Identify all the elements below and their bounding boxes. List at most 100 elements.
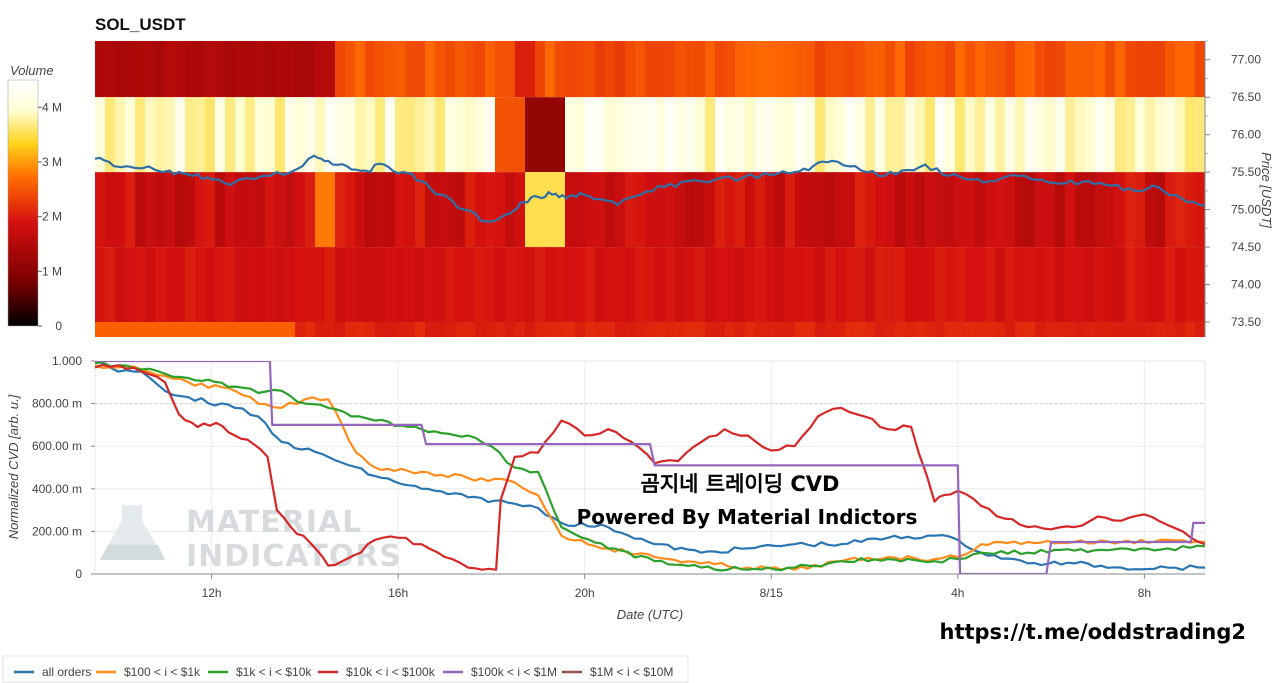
heatmap-cell	[215, 97, 226, 173]
heatmap-cell	[215, 41, 226, 98]
heatmap-cell	[655, 97, 666, 173]
heatmap-cell	[1055, 172, 1066, 248]
heatmap-cell	[145, 41, 156, 98]
heatmap-cell	[765, 322, 776, 337]
heatmap-cell	[485, 172, 496, 248]
heatmap-cell	[645, 322, 656, 337]
heatmap-cell	[795, 247, 806, 323]
heatmap-cell	[595, 322, 606, 337]
heatmap-cell	[375, 247, 386, 323]
heatmap-cell	[1005, 97, 1016, 173]
heatmap-cell	[105, 172, 116, 248]
heatmap-cell	[415, 41, 426, 98]
heatmap-cell	[915, 172, 926, 248]
heatmap-cell	[785, 247, 796, 323]
heatmap-cell	[1105, 97, 1116, 173]
heatmap-cell	[295, 322, 306, 337]
legend-item[interactable]: $10k < i < $100k	[318, 665, 436, 679]
heatmap-cell	[535, 172, 546, 248]
heatmap-cell	[115, 172, 126, 248]
heatmap-cell	[1105, 247, 1116, 323]
heatmap-cell	[1045, 247, 1056, 323]
heatmap-cell	[615, 322, 626, 337]
heatmap-cell	[1085, 172, 1096, 248]
heatmap-cell	[855, 172, 866, 248]
heatmap-cell	[265, 322, 276, 337]
cvd-y-tick-label: 1.000	[52, 354, 82, 368]
heatmap-cell	[865, 97, 876, 173]
heatmap-cell	[175, 41, 186, 98]
heatmap-cell	[505, 247, 516, 323]
heatmap-cell	[975, 322, 986, 337]
heatmap-cell	[1135, 41, 1146, 98]
heatmap-cell	[895, 97, 906, 173]
heatmap-cell	[875, 172, 886, 248]
heatmap-cell	[905, 41, 916, 98]
heatmap-cell	[815, 172, 826, 248]
heatmap-cell	[295, 97, 306, 173]
heatmap-cell	[95, 322, 106, 337]
heatmap-cell	[355, 41, 366, 98]
heatmap-cell	[165, 41, 176, 98]
legend-item[interactable]: $100 < i < $1k	[96, 665, 201, 679]
heatmap-cell	[575, 41, 586, 98]
heatmap-cell	[535, 41, 546, 98]
heatmap-cell	[635, 322, 646, 337]
heatmap-cell	[345, 322, 356, 337]
heatmap-cell	[1015, 41, 1026, 98]
price-tick-label: 73.50	[1231, 315, 1261, 329]
heatmap-cell	[565, 172, 576, 248]
legend-item[interactable]: $100k < i < $1M	[443, 665, 557, 679]
heatmap-cell	[825, 172, 836, 248]
heatmap-cell	[595, 172, 606, 248]
heatmap-cell	[145, 322, 156, 337]
heatmap-cell	[1185, 247, 1196, 323]
heatmap-cell	[675, 247, 686, 323]
legend-item[interactable]: $1k < i < $10k	[208, 665, 312, 679]
heatmap-cell	[655, 322, 666, 337]
heatmap-cell	[325, 172, 336, 248]
heatmap-cell	[685, 247, 696, 323]
colorbar-tick-label: 4 M	[42, 100, 62, 114]
heatmap-cell	[455, 247, 466, 323]
heatmap-cell	[915, 41, 926, 98]
heatmap-cell	[685, 97, 696, 173]
heatmap-cell	[305, 97, 316, 173]
heatmap-cell	[795, 41, 806, 98]
heatmap-cell	[185, 172, 196, 248]
heatmap-cell	[775, 322, 786, 337]
heatmap-cell	[215, 322, 226, 337]
heatmap-cell	[215, 172, 226, 248]
heatmap-cell	[735, 247, 746, 323]
heatmap-cell	[1165, 41, 1176, 98]
heatmap-cell	[1125, 97, 1136, 173]
legend-item[interactable]: all orders	[14, 665, 91, 679]
heatmap-cell	[795, 322, 806, 337]
heatmap-cell	[115, 247, 126, 323]
heatmap-cell	[1145, 247, 1156, 323]
colorbar-ticks: 0 1 M 2 M 3 M 4 M	[38, 100, 62, 333]
heatmap-cell	[505, 41, 516, 98]
heatmap-cell	[1005, 41, 1016, 98]
heatmap-cell	[1145, 322, 1156, 337]
cvd-series-line	[95, 361, 1205, 571]
telegram-link[interactable]: https://t.me/oddstrading2	[940, 620, 1247, 644]
heatmap-cell	[585, 322, 596, 337]
heatmap-cell	[665, 41, 676, 98]
heatmap-cell	[615, 97, 626, 173]
heatmap-cell	[525, 247, 536, 323]
heatmap-cell	[1115, 322, 1126, 337]
heatmap-cell	[645, 172, 656, 248]
legend-item[interactable]: $1M < i < $10M	[562, 665, 673, 679]
heatmap-cell	[935, 172, 946, 248]
heatmap-cell	[515, 97, 526, 173]
heatmap-cell	[435, 97, 446, 173]
heatmap-cell	[255, 97, 266, 173]
heatmap-cell	[935, 247, 946, 323]
heatmap-cell	[485, 247, 496, 323]
heatmap-cell	[535, 322, 546, 337]
heatmap-cell	[595, 247, 606, 323]
heatmap-cell	[355, 97, 366, 173]
price-axis: 77.00 76.50 76.00 75.50 75.00 74.50 74.00 73.50	[1204, 40, 1261, 337]
heatmap-cell	[1195, 247, 1205, 323]
